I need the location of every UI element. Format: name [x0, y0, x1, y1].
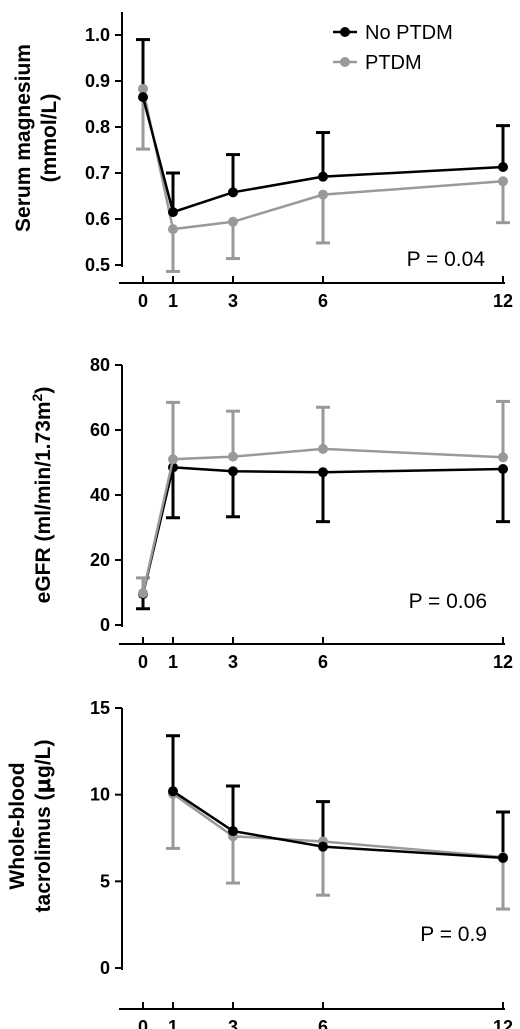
- y-axis-label-part: g/L): [32, 740, 55, 778]
- data-point: [318, 841, 328, 852]
- y-axis-label: eGFR (ml/min/1.73m2): [29, 387, 55, 604]
- y-axis-label-mu: μ: [31, 778, 55, 793]
- y-tick-label: 40: [90, 485, 110, 505]
- data-point: [228, 826, 238, 837]
- data-point: [498, 452, 508, 463]
- y-tick-label: 20: [90, 550, 110, 570]
- y-tick-label: 10: [90, 785, 110, 805]
- y-axis-label-line: Whole-blood: [6, 762, 29, 889]
- data-point: [228, 451, 238, 462]
- data-point: [498, 464, 508, 474]
- y-tick-label: 15: [90, 698, 110, 718]
- y-axis-label-line: (mmol/L): [38, 94, 61, 183]
- data-point: [318, 171, 328, 182]
- data-point: [138, 83, 148, 94]
- legend-entry-label: PTDM: [365, 52, 422, 74]
- data-point: [228, 216, 238, 227]
- x-tick-label: 12: [493, 652, 513, 672]
- y-tick-label: 0.8: [85, 117, 110, 137]
- data-point: [498, 176, 508, 187]
- y-tick-label: 0.7: [85, 163, 110, 183]
- data-point: [168, 207, 178, 218]
- y-axis-label-part: eGFR (ml/min/1.73m: [32, 401, 55, 603]
- data-point: [498, 162, 508, 173]
- y-axis-label-line: tacrolimus (: [32, 793, 55, 912]
- legend-swatch-marker: [340, 27, 350, 37]
- y-tick-label: 0: [100, 615, 110, 635]
- y-axis-label: Whole-blood tacrolimus (μg/L): [6, 740, 55, 913]
- data-point: [168, 454, 178, 465]
- x-tick-label: 0: [138, 652, 148, 672]
- y-tick-label: 0.9: [85, 71, 110, 91]
- y-axis-label-superscript: 2: [29, 393, 45, 401]
- x-tick-label: 3: [228, 652, 238, 672]
- y-tick-label: 80: [90, 355, 110, 375]
- x-tick-label: 0: [138, 1017, 148, 1029]
- data-point: [498, 852, 508, 863]
- series-line-no-ptdm: [172, 790, 504, 860]
- y-tick-label: 5: [100, 871, 110, 891]
- data-point: [138, 588, 148, 599]
- y-tick-label: 60: [90, 420, 110, 440]
- data-point: [318, 443, 328, 454]
- p-value-annotation: P = 0.9: [420, 923, 487, 946]
- x-tick-label: 6: [318, 291, 328, 311]
- data-point: [138, 92, 148, 103]
- y-axis-label-part: ): [32, 387, 55, 394]
- data-point: [228, 187, 238, 198]
- y-axis-label-line: Serum magnesium: [12, 44, 35, 232]
- legend-entry-label: No PTDM: [365, 22, 453, 44]
- legend-swatch-marker: [340, 57, 350, 67]
- chart-panel-3: 0 5 10 15 0 1 3 6 12 Whole-blood tacrolimus (μg/L)…: [6, 698, 513, 1029]
- p-value-annotation: P = 0.06: [409, 590, 487, 613]
- data-point: [228, 466, 238, 477]
- x-tick-label: 0: [138, 291, 148, 311]
- x-tick-label: 1: [168, 652, 178, 672]
- y-tick-label: 0.6: [85, 209, 110, 229]
- chart-panel-1: 0.5 0.6 0.7 0.8 0.9 1.0 0 1 3 6 12 Serum magnesium(…: [12, 12, 513, 311]
- x-tick-label: 12: [493, 1017, 513, 1029]
- data-point: [318, 189, 328, 200]
- data-point: [318, 467, 328, 478]
- x-tick-label: 6: [318, 1017, 328, 1029]
- y-tick-label: 0: [100, 958, 110, 978]
- y-tick-label: 0.5: [85, 255, 110, 275]
- x-tick-label: 1: [168, 1017, 178, 1029]
- data-point: [168, 224, 178, 235]
- x-tick-label: 3: [228, 291, 238, 311]
- x-tick-label: 12: [493, 291, 513, 311]
- y-tick-label: 1.0: [85, 25, 110, 45]
- y-axis-label: Serum magnesium (mmol/L): [12, 44, 61, 232]
- data-point: [168, 786, 178, 797]
- x-tick-label: 6: [318, 652, 328, 672]
- x-tick-label: 1: [168, 291, 178, 311]
- p-value-annotation: P = 0.04: [407, 248, 486, 271]
- x-tick-label: 3: [228, 1017, 238, 1029]
